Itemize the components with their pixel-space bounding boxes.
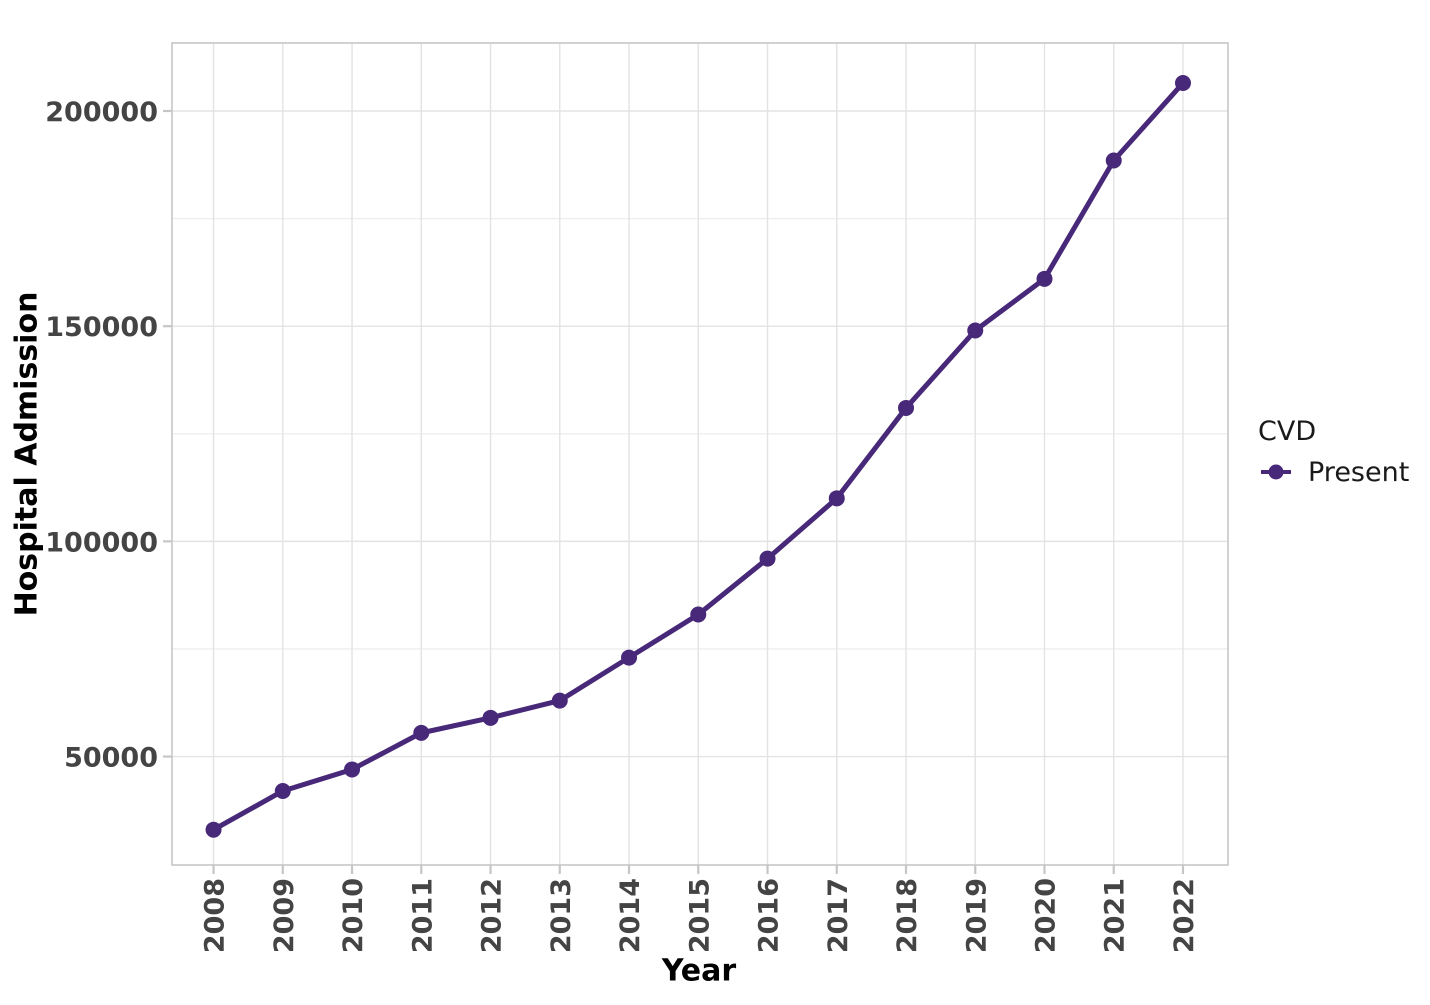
data-point xyxy=(898,399,915,416)
x-tick-label: 2013 xyxy=(546,878,577,953)
legend: CVD Present xyxy=(1258,416,1410,488)
y-axis-title: Hospital Admission xyxy=(9,291,45,617)
x-tick-label: 2016 xyxy=(754,878,785,953)
x-tick-label: 2018 xyxy=(892,878,923,953)
x-tick-label: 2021 xyxy=(1100,878,1131,953)
data-point xyxy=(413,724,430,741)
data-point xyxy=(690,606,707,623)
x-tick-label: 2017 xyxy=(823,878,854,953)
data-point xyxy=(205,821,222,838)
data-point xyxy=(344,761,361,778)
x-tick-label: 2008 xyxy=(200,878,231,953)
legend-item-present: Present xyxy=(1258,456,1410,488)
legend-title: CVD xyxy=(1258,416,1317,447)
data-point xyxy=(274,782,291,799)
data-point xyxy=(482,709,499,726)
x-tick-label: 2022 xyxy=(1169,878,1200,953)
legend-line-marker-icon xyxy=(1261,464,1291,480)
x-tick-label: 2014 xyxy=(615,878,646,953)
y-tick-label: 150000 xyxy=(45,312,158,343)
y-tick-label: 100000 xyxy=(45,527,158,558)
panel-border xyxy=(171,42,1229,866)
x-tick-label: 2012 xyxy=(477,878,508,953)
x-axis-title: Year xyxy=(661,953,737,989)
x-tick-label: 2019 xyxy=(961,878,992,953)
data-point xyxy=(759,550,776,567)
x-tick-label: 2011 xyxy=(407,878,438,953)
data-point xyxy=(1036,270,1053,287)
y-tick-label: 200000 xyxy=(45,97,158,128)
y-tick-label: 50000 xyxy=(64,743,158,774)
data-point xyxy=(621,649,638,666)
x-tick-label: 2020 xyxy=(1030,878,1061,953)
data-point xyxy=(1174,75,1191,92)
legend-item-label: Present xyxy=(1308,456,1410,488)
data-point xyxy=(551,692,568,709)
data-point xyxy=(1105,152,1122,169)
plot-panel xyxy=(172,43,1228,865)
x-tick-label: 2010 xyxy=(338,878,369,953)
data-point xyxy=(828,490,845,507)
x-tick-label: 2015 xyxy=(684,878,715,953)
data-point xyxy=(967,322,984,339)
x-tick-label: 2009 xyxy=(269,878,300,953)
